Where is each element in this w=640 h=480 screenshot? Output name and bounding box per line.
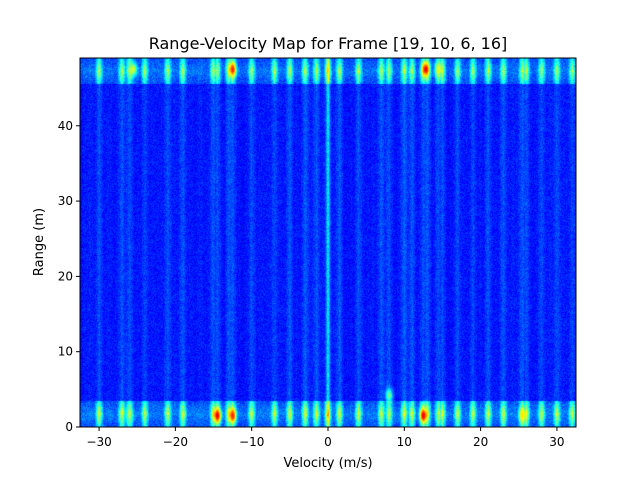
x-tick-label: −10 [239,435,264,449]
x-tick-label: −30 [86,435,111,449]
x-axis: −30 −20 −10 0 10 20 30 [86,427,565,449]
x-axis-label: Velocity (m/s) [283,456,372,471]
y-tick-label: 20 [58,269,73,283]
plot-area [79,57,577,428]
heatmap-canvas [80,58,576,427]
y-tick-label: 40 [58,119,73,133]
heatmap-container [80,58,576,427]
y-axis: 0 10 20 30 40 [58,119,80,434]
y-tick-label: 10 [58,345,73,359]
x-tick-label: 20 [473,435,488,449]
y-axis-label: Range (m) [32,208,47,276]
y-tick-label: 30 [58,194,73,208]
x-tick-label: 0 [324,435,332,449]
x-tick-label: −20 [163,435,188,449]
y-tick-label: 0 [65,420,73,434]
x-tick-label: 10 [397,435,412,449]
chart-title: Range-Velocity Map for Frame [19, 10, 6,… [149,34,508,53]
x-tick-label: 30 [549,435,564,449]
